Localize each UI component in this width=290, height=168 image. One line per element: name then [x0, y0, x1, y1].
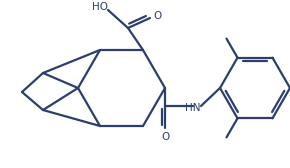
Text: HN: HN	[185, 103, 201, 113]
Text: O: O	[161, 132, 169, 142]
Text: O: O	[153, 11, 161, 21]
Text: HO: HO	[92, 2, 108, 12]
